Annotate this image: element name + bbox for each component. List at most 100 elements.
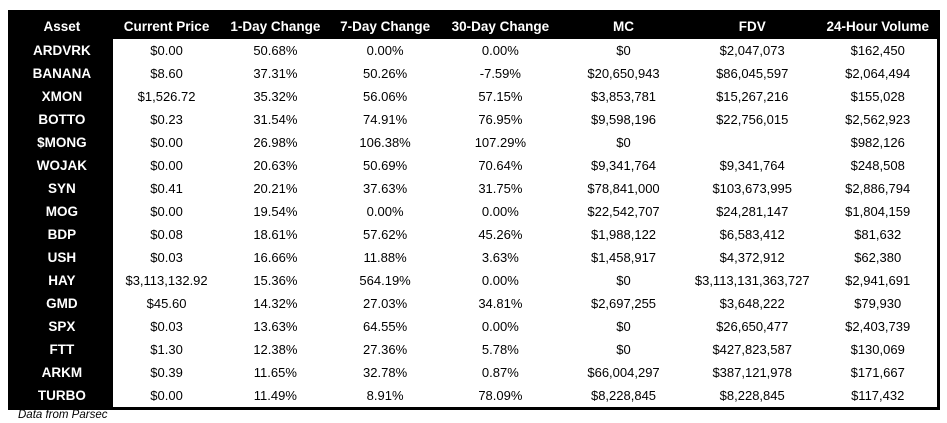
asset-name-cell: $MONG [11,131,113,154]
data-cell: 37.63% [330,177,440,200]
data-cell: $22,542,707 [561,200,687,223]
data-cell: $155,028 [818,85,937,108]
asset-name-cell: ARKM [11,361,113,384]
data-cell: 0.00% [439,269,562,292]
table-row: BDP $0.08 18.61% 57.62% 45.26% $1,988,122 $6,5… [11,223,937,246]
data-cell: $2,064,494 [818,62,937,85]
data-cell: $3,648,222 [686,292,819,315]
data-cell: 31.75% [439,177,562,200]
table-row: BANANA $8.60 37.31% 50.26% -7.59% $20,650,943… [11,62,937,85]
data-cell: $86,045,597 [686,62,819,85]
data-cell: $1,988,122 [561,223,687,246]
asset-name-cell: TURBO [11,384,113,407]
data-cell: 45.26% [439,223,562,246]
data-cell: $0 [561,131,687,154]
data-cell: 0.87% [439,361,562,384]
data-cell: $0.00 [112,39,221,62]
data-cell: 35.32% [220,85,331,108]
data-cell: $0.08 [112,223,221,246]
table-row: SPX $0.03 13.63% 64.55% 0.00% $0 $26,650,477 $2… [11,315,937,338]
table-row: FTT $1.30 12.38% 27.36% 5.78% $0 $427,823,587 $… [11,338,937,361]
data-cell: $387,121,978 [686,361,819,384]
data-cell: -7.59% [439,62,562,85]
data-cell: $8,228,845 [686,384,819,407]
asset-name-cell: HAY [11,269,113,292]
table-row: $MONG $0.00 26.98% 106.38% 107.29% $0 $982,126 [11,131,937,154]
asset-name-cell: USH [11,246,113,269]
data-cell: 37.31% [220,62,331,85]
table-row: BOTTO $0.23 31.54% 74.91% 76.95% $9,598,196 $2… [11,108,937,131]
data-cell: 15.36% [220,269,331,292]
data-cell: $3,853,781 [561,85,687,108]
column-header: Asset [11,13,113,39]
data-cell: 57.15% [439,85,562,108]
column-header: MC [561,13,687,39]
data-cell: $162,450 [818,39,937,62]
column-header: 7-Day Change [330,13,440,39]
data-cell: $0.03 [112,315,221,338]
data-cell: 26.98% [220,131,331,154]
asset-name-cell: WOJAK [11,154,113,177]
data-cell: 0.00% [330,200,440,223]
data-cell: 0.00% [439,315,562,338]
table-row: TURBO $0.00 11.49% 8.91% 78.09% $8,228,845 $8,… [11,384,937,407]
data-cell: 11.88% [330,246,440,269]
data-cell: $3,113,131,363,727 [686,269,819,292]
asset-name-cell: ARDVRK [11,39,113,62]
table-row: SYN $0.41 20.21% 37.63% 31.75% $78,841,000 $10… [11,177,937,200]
data-cell: 18.61% [220,223,331,246]
data-cell: $26,650,477 [686,315,819,338]
asset-name-cell: BANANA [11,62,113,85]
data-cell: 3.63% [439,246,562,269]
data-cell: $427,823,587 [686,338,819,361]
data-cell: $2,886,794 [818,177,937,200]
source-note: Data from Parsec [18,409,108,421]
data-cell: $1,458,917 [561,246,687,269]
data-cell: $171,667 [818,361,937,384]
data-cell: 50.68% [220,39,331,62]
data-cell: $81,632 [818,223,937,246]
data-cell: $0.00 [112,154,221,177]
data-cell: 76.95% [439,108,562,131]
data-cell: 20.63% [220,154,331,177]
data-cell: 0.00% [439,200,562,223]
data-cell: $4,372,912 [686,246,819,269]
data-cell: $1,804,159 [818,200,937,223]
data-cell: $1.30 [112,338,221,361]
table-row: HAY $3,113,132.92 15.36% 564.19% 0.00% $0 $3,1… [11,269,937,292]
asset-name-cell: SPX [11,315,113,338]
data-cell: $78,841,000 [561,177,687,200]
data-cell: $0.00 [112,200,221,223]
data-cell: $982,126 [818,131,937,154]
data-cell: $9,341,764 [561,154,687,177]
data-cell: $248,508 [818,154,937,177]
column-header: 24-Hour Volume [818,13,937,39]
data-cell: $130,069 [818,338,937,361]
data-cell: $103,673,995 [686,177,819,200]
data-cell: $66,004,297 [561,361,687,384]
table-body: ARDVRK $0.00 50.68% 0.00% 0.00% $0 $2,047,073 $… [11,39,937,407]
data-cell: $0.39 [112,361,221,384]
data-cell: 16.66% [220,246,331,269]
data-cell: $0.00 [112,131,221,154]
data-cell: 31.54% [220,108,331,131]
data-cell: $24,281,147 [686,200,819,223]
data-cell: $8.60 [112,62,221,85]
data-cell: 64.55% [330,315,440,338]
data-cell: $2,403,739 [818,315,937,338]
data-cell: $15,267,216 [686,85,819,108]
data-cell: 11.65% [220,361,331,384]
column-header: 30-Day Change [439,13,562,39]
table-row: XMON $1,526.72 35.32% 56.06% 57.15% $3,853,78… [11,85,937,108]
data-cell: 34.81% [439,292,562,315]
data-cell: 32.78% [330,361,440,384]
data-cell: 50.26% [330,62,440,85]
table-row: ARDVRK $0.00 50.68% 0.00% 0.00% $0 $2,047,073 $… [11,39,937,62]
asset-name-cell: MOG [11,200,113,223]
data-cell: $2,941,691 [818,269,937,292]
data-cell: $22,756,015 [686,108,819,131]
data-cell: 57.62% [330,223,440,246]
data-cell: 14.32% [220,292,331,315]
data-cell: $79,930 [818,292,937,315]
